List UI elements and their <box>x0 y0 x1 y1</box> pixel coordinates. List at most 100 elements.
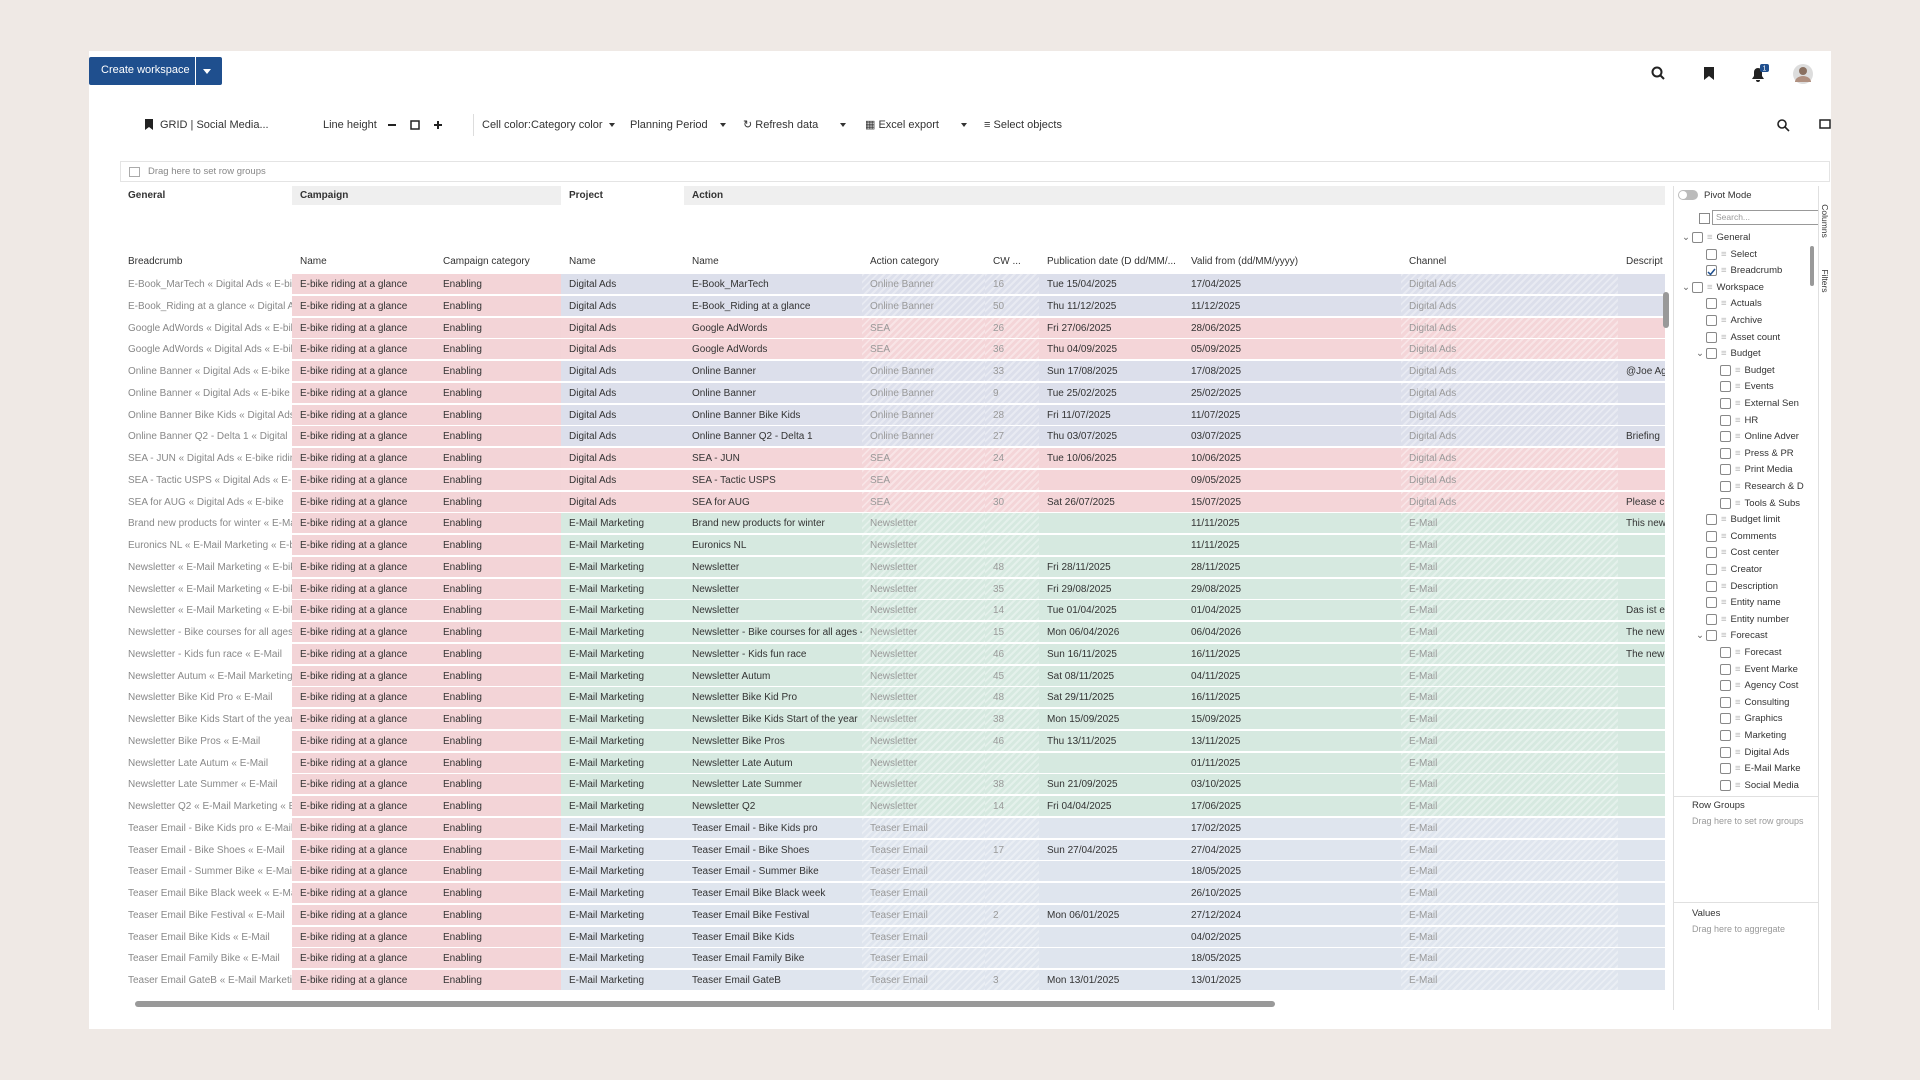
view-name[interactable]: GRID | Social Media... <box>160 117 269 133</box>
grid-cell: SEA <box>862 318 985 339</box>
tree-item[interactable]: ≡Press & PR <box>1710 446 1794 462</box>
grid-cell: Enabling <box>435 339 561 360</box>
grid-cell: E-Mail Marketing <box>561 557 684 578</box>
tree-item[interactable]: ≡Budget limit <box>1696 512 1780 528</box>
grid-cell: Online Banner <box>862 274 985 295</box>
tree-item[interactable]: ⌄≡Forecast <box>1696 628 1768 644</box>
tree-item[interactable]: ≡Entity name <box>1696 595 1781 611</box>
dropdown-caret[interactable] <box>203 69 211 74</box>
tree-item[interactable]: ≡Breadcrumb <box>1696 263 1782 279</box>
refresh-button[interactable]: ↻ Refresh data <box>743 117 846 133</box>
search-icon[interactable] <box>1653 68 1665 80</box>
pivot-toggle[interactable] <box>1678 190 1698 200</box>
values-hint[interactable]: Drag here to aggregate <box>1692 924 1785 934</box>
tree-item[interactable]: ≡Event Marke <box>1710 662 1798 678</box>
grid-cell: Newsletter Late Autum <box>684 753 862 774</box>
grid-cell: E-Mail <box>1401 948 1618 969</box>
tree-label: HR <box>1745 415 1759 426</box>
tree-item[interactable]: ≡Graphics <box>1710 711 1783 727</box>
tree-item[interactable]: ≡Research & D <box>1710 479 1804 495</box>
tree-item[interactable]: ≡Archive <box>1696 313 1762 329</box>
tree-item[interactable]: ≡Asset count <box>1696 330 1780 346</box>
tree-item[interactable]: ≡Social Media <box>1710 778 1799 794</box>
tree-item[interactable]: ≡Online Adver <box>1710 429 1799 445</box>
column-header[interactable]: Publication date (D dd/MM/... <box>1047 256 1181 270</box>
tree-item[interactable]: ≡Digital Ads <box>1710 745 1789 761</box>
grid-cell: E-Mail Marketing <box>561 600 684 621</box>
tree-label: Event Marke <box>1745 664 1798 675</box>
tree-item[interactable]: ≡Budget <box>1710 363 1775 379</box>
cell-color-select[interactable]: Category color <box>531 117 615 133</box>
grid-cell <box>1618 318 1665 339</box>
column-header[interactable]: Valid from (dd/MM/yyyy) <box>1191 256 1399 270</box>
tree-item[interactable]: ≡HR <box>1710 413 1758 429</box>
side-tab[interactable]: Filters <box>1820 259 1830 303</box>
tree-label: Entity number <box>1731 614 1790 625</box>
grid-cell: E-Mail Marketing <box>561 883 684 904</box>
grid-cell: Enabling <box>435 622 561 643</box>
grid-cell: 2 <box>985 905 1039 926</box>
column-header[interactable]: Action category <box>870 256 983 270</box>
column-header[interactable]: Name <box>692 256 860 270</box>
column-header[interactable]: Breadcrumb <box>128 256 290 270</box>
column-header[interactable]: Description <box>1626 256 1663 270</box>
grid-cell: Online Banner Bike Kids « Digital Ads « <box>120 405 292 426</box>
select-objects-button[interactable]: ≡ Select objects <box>984 117 1062 133</box>
grid-cell <box>1618 753 1665 774</box>
excel-export-button[interactable]: ▦ Excel export <box>865 117 967 133</box>
vertical-scrollbar[interactable] <box>1662 278 1671 996</box>
grid-cell: Newsletter <box>862 557 985 578</box>
grid-cell: Teaser Email - Bike Kids pro <box>684 818 862 839</box>
tree-item[interactable]: ≡Entity number <box>1696 612 1789 628</box>
grid-cell: Enabling <box>435 861 561 882</box>
tree-item[interactable]: ⌄≡Workspace <box>1682 280 1764 296</box>
tree-item[interactable]: ≡Marketing <box>1710 728 1786 744</box>
tree-item[interactable]: ≡Description <box>1696 579 1778 595</box>
bookmark-icon[interactable] <box>1704 67 1714 80</box>
tree-item[interactable]: ≡Consulting <box>1710 695 1789 711</box>
grid-cell: The new <box>1618 644 1665 665</box>
tree-item[interactable]: ≡Comments <box>1696 529 1776 545</box>
tree-item[interactable]: ⌄≡Budget <box>1696 346 1761 362</box>
tree-item[interactable]: ≡Forecast <box>1710 645 1782 661</box>
side-tab[interactable]: Columns <box>1820 199 1830 243</box>
tree-item[interactable]: ≡Actuals <box>1696 296 1762 312</box>
grid-cell <box>1618 383 1665 404</box>
tree-item[interactable]: ≡Cost center <box>1696 545 1779 561</box>
row-groups-hint[interactable]: Drag here to set row groups <box>1692 816 1804 826</box>
grid-cell: 48 <box>985 687 1039 708</box>
tree-item[interactable]: ≡E-Mail Marke <box>1710 761 1801 777</box>
grid-cell: Newsletter - Bike courses for all ages <box>120 622 292 643</box>
grid-cell: SEA - Tactic USPS « Digital Ads « E- <box>120 470 292 491</box>
create-workspace-button[interactable]: Create workspace <box>89 57 222 85</box>
grid-cell: Teaser Email Family Bike « E-Mail <box>120 948 292 969</box>
tree-item[interactable]: ≡Events <box>1710 379 1774 395</box>
grid-cell: E-Mail <box>1401 927 1618 948</box>
column-header[interactable]: Campaign category <box>443 256 559 270</box>
grid-cell <box>1618 296 1665 317</box>
grid-cell: Enabling <box>435 666 561 687</box>
grid-cell <box>985 753 1039 774</box>
tree-item[interactable]: ≡Tools & Subs <box>1710 496 1800 512</box>
horizontal-scrollbar[interactable] <box>120 998 1660 1010</box>
tree-item[interactable]: ≡External Sen <box>1710 396 1799 412</box>
tree-item[interactable]: ≡Select <box>1696 247 1757 263</box>
column-header[interactable]: Name <box>300 256 433 270</box>
column-header[interactable]: Channel <box>1409 256 1616 270</box>
tree-item[interactable]: ≡Creator <box>1696 562 1762 578</box>
column-header[interactable]: CW ... <box>993 256 1037 270</box>
planning-period-select[interactable]: Planning Period <box>630 117 726 133</box>
grid-cell: 15 <box>985 622 1039 643</box>
row-group-bar[interactable]: Drag here to set row groups <box>120 161 1830 182</box>
column-header[interactable]: Name <box>569 256 682 270</box>
grid-cell: Newsletter Autum <box>684 666 862 687</box>
tree-item[interactable]: ≡Print Media <box>1710 462 1793 478</box>
group-header: General <box>120 186 292 205</box>
toolbar-icons[interactable] <box>1776 118 1836 134</box>
tree-item[interactable]: ⌄≡General <box>1682 230 1750 246</box>
tree-label: Research & D <box>1745 481 1804 492</box>
line-height-controls[interactable] <box>386 118 446 132</box>
grid-cell: Newsletter <box>862 774 985 795</box>
search-input[interactable]: Search... <box>1712 210 1819 225</box>
tree-item[interactable]: ≡Agency Cost <box>1710 678 1798 694</box>
